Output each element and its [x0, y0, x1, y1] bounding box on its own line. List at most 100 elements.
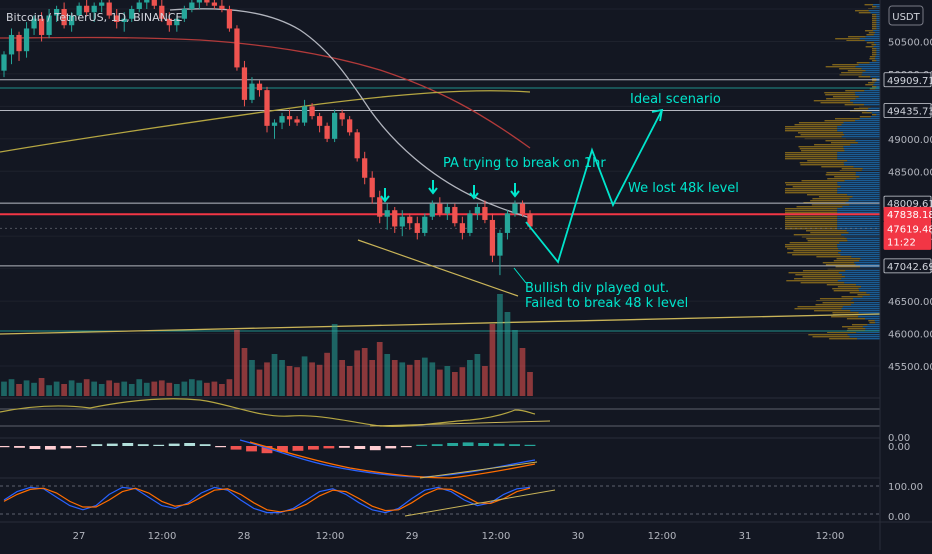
price-level-label: 47838.18 — [887, 210, 932, 221]
volume-profile-bar — [865, 328, 880, 330]
volume-profile-bar — [844, 150, 880, 152]
volume-profile-bar — [874, 82, 880, 84]
macd-histogram-bar — [524, 444, 536, 446]
price-axis-background — [880, 0, 932, 550]
volume-bars — [1, 294, 533, 396]
volume-profile-bar — [837, 228, 880, 230]
volume-profile-bar — [845, 90, 865, 92]
volume-profile-bar — [849, 292, 867, 294]
price-level-badge — [883, 72, 932, 88]
volume-profile-bar — [873, 30, 880, 32]
volume-profile-bar — [792, 186, 841, 188]
candle-body — [46, 15, 52, 35]
volume-profile-bar — [835, 266, 861, 268]
volume-profile-bar — [844, 134, 880, 136]
volume-profile-bar — [870, 76, 880, 78]
volume-profile-bar — [785, 182, 838, 184]
volume-profile-bar — [836, 258, 861, 260]
macd-histogram-bar — [338, 446, 350, 448]
volume-profile-bar — [872, 22, 877, 24]
candle-body — [429, 203, 435, 217]
volume-profile-bar — [876, 50, 880, 52]
volume-profile-bar — [785, 192, 838, 194]
volume-profile-bar — [794, 278, 842, 280]
volume-bar — [91, 381, 98, 396]
volume-profile-bar — [876, 44, 880, 46]
volume-bar — [256, 369, 263, 396]
volume-profile-bar — [799, 162, 844, 164]
price-tick-label: 46000.00 — [888, 330, 932, 341]
volume-profile-bar — [837, 192, 880, 194]
volume-profile-bar — [865, 46, 874, 48]
volume-bar — [459, 367, 466, 396]
volume-profile-bar — [847, 70, 866, 72]
volume-profile-bar — [870, 12, 880, 14]
volume-profile-bar — [837, 244, 880, 246]
volume-profile-bar — [834, 176, 860, 178]
volume-bar — [384, 354, 391, 396]
candle-body — [174, 18, 180, 26]
macd-histogram-bar — [14, 446, 25, 448]
volume-profile-bar — [855, 120, 880, 122]
volume-profile-bar — [841, 136, 880, 138]
macd-histogram-bar — [431, 444, 443, 446]
volume-profile-bar — [837, 216, 880, 218]
volume-profile-bar — [850, 310, 880, 312]
volume-bar — [68, 380, 75, 396]
volume-profile-bar — [859, 260, 880, 262]
ma-fast-line — [169, 8, 531, 219]
volume-bar — [143, 382, 150, 396]
time-tick-label: 27 — [73, 531, 86, 542]
down-arrow-icon — [510, 190, 520, 198]
volume-profile-bar — [839, 170, 862, 172]
volume-profile-bar — [855, 174, 880, 176]
volume-profile-bar — [847, 334, 880, 336]
volume-profile-bar — [798, 122, 844, 124]
ma-slow-line — [0, 36, 531, 149]
time-axis[interactable]: 27 12:00 28 12:00 29 12:00 30 12:00 31 12:00 — [0, 521, 932, 542]
candle-body — [369, 177, 375, 198]
drawings[interactable] — [357, 108, 664, 297]
volume-profile-bar — [794, 124, 842, 126]
volume-profile-bar — [856, 178, 880, 180]
volume-profile-bar — [868, 10, 880, 12]
volume-profile-bar — [851, 256, 880, 258]
volume-profile-bar — [837, 212, 880, 214]
currency-badge-box[interactable] — [888, 5, 924, 26]
volume-bar — [98, 384, 105, 396]
volume-bar — [436, 369, 443, 396]
volume-profile-bar — [832, 64, 859, 66]
volume-profile-bar — [841, 278, 880, 280]
price-axis[interactable]: 50500.0050000.0049500.0049000.0048500.00… — [879, 0, 932, 550]
candle-body — [519, 203, 526, 214]
volume-profile-bar — [795, 136, 842, 138]
volume-profile-bar — [873, 84, 880, 86]
volume-profile-bar — [840, 186, 880, 188]
candle-body — [181, 9, 187, 19]
volume-profile-bar — [806, 238, 847, 240]
volume-profile-bar — [846, 318, 866, 320]
volume-bar — [474, 354, 481, 396]
volume-profile-bar — [831, 316, 858, 318]
volume-profile-bar — [837, 182, 880, 184]
volume-profile-bar — [833, 260, 860, 262]
time-tick-label: 31 — [739, 531, 752, 542]
volume-bar — [23, 380, 30, 396]
volume-profile-bar — [858, 312, 880, 314]
candle-body — [339, 112, 345, 120]
volume-bar — [429, 362, 436, 396]
volume-profile-bar — [850, 304, 880, 306]
volume-profile-bar — [797, 306, 843, 308]
volume-profile-bar — [838, 248, 880, 250]
price-level-label: 47042.69 — [887, 262, 932, 273]
scenario-path — [525, 109, 663, 264]
volume-profile-bar — [852, 196, 880, 198]
candle-body — [324, 125, 330, 139]
volume-profile-bar — [874, 320, 880, 322]
volume-profile-bar — [842, 326, 863, 328]
volume-bar — [249, 360, 255, 396]
volume-profile-bar — [866, 34, 874, 36]
volume-profile-bar — [846, 238, 880, 240]
